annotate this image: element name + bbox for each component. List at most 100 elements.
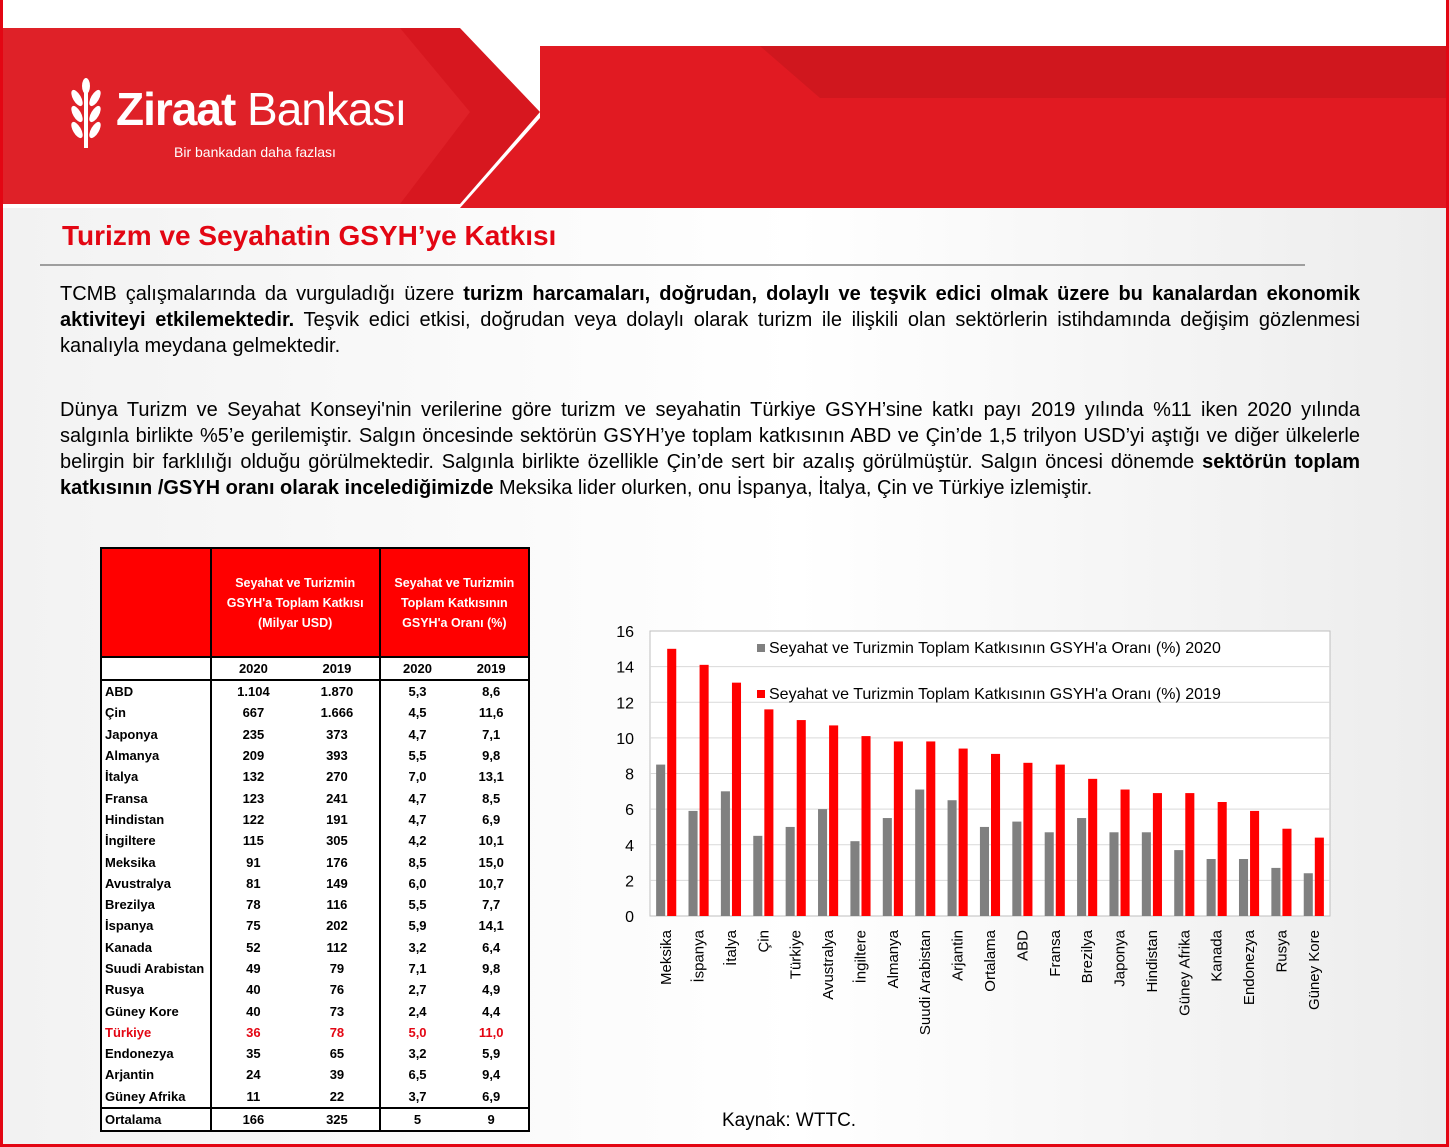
bar-2020 [1109, 832, 1119, 916]
x-tick-label: Meksika [658, 929, 675, 985]
table-cell: 81 [209, 872, 296, 894]
bar-2020 [882, 818, 892, 916]
paragraph-1-text-b: Teşvik edici etkisi, doğrudan veya dolay… [60, 309, 1360, 357]
table-cell: 191 [295, 808, 381, 831]
table-cell: 373 [295, 723, 381, 745]
table-cell: 7,1 [408, 961, 427, 976]
table-cell: 6,9 [454, 808, 530, 831]
table-cell: 8,6 [454, 680, 530, 703]
table-cell: 667 [209, 702, 296, 724]
table-row: Güney Kore 40 73 2,4 4,4 [100, 1000, 530, 1022]
table-cell: 5,9 [454, 1043, 530, 1065]
paragraph-1: TCMB çalışmalarında da vurguladığı üzere… [60, 281, 1360, 359]
table-row: Brezilya 78 116 5,5 7,7 [100, 893, 530, 916]
paragraph-1-text-a: TCMB çalışmalarında da vurguladığı üzere [60, 283, 464, 305]
table-cell: 5,3 [408, 684, 427, 700]
table-cell: 11,0 [454, 1021, 530, 1044]
y-tick-label: 4 [625, 838, 634, 855]
x-tick-label: İspanya [690, 929, 708, 982]
table-cell: 9,8 [454, 957, 530, 980]
y-tick-label: 0 [625, 909, 634, 926]
table-cell: 123 [209, 787, 296, 809]
table-cell-country: Brezilya [100, 893, 212, 916]
table-cell: 115 [209, 830, 296, 852]
title-divider [40, 264, 1305, 266]
table-cell-country: Rusya [100, 979, 212, 1001]
bar-2020 [1271, 867, 1281, 916]
table-cell: 49 [209, 957, 296, 980]
table-cell: 13,1 [454, 766, 530, 788]
table-cell: 39 [295, 1064, 381, 1086]
table-cell-country: Arjantin [100, 1064, 212, 1086]
table-cell: 6,5 [408, 1067, 427, 1083]
x-tick-label: Güney Kore [1306, 930, 1323, 1010]
table-row: Suudi Arabistan 49 79 7,1 9,8 [100, 957, 530, 980]
y-tick-label: 16 [616, 624, 634, 641]
table-row: Türkiye 36 78 5,0 11,0 [100, 1021, 530, 1044]
table-cell: 35 [209, 1043, 296, 1065]
table-row: İspanya 75 202 5,9 14,1 [100, 915, 530, 937]
bar-chart: 0 2 4 6 8 10 12 14 16 Meksika İspanya İtalya Çin Türk… [616, 624, 1331, 1035]
table-cell: 8,5 [454, 787, 530, 809]
x-tick-label: Almanya [885, 929, 902, 988]
bar-2019 [667, 648, 677, 916]
table-cell: 325 [295, 1106, 381, 1133]
table-row: Japonya 235 373 4,7 7,1 [100, 723, 530, 745]
table-cell: 4,2 [408, 833, 427, 849]
x-tick-label: Japonya [1112, 929, 1129, 986]
table-cell: 116 [295, 893, 381, 916]
y-tick-label: 10 [616, 731, 634, 748]
bar-2019 [1282, 828, 1292, 916]
table-cell-country: Çin [100, 702, 212, 724]
table-years-row: 2020 2019 2020 2019 [100, 657, 530, 681]
bar-2020 [818, 809, 828, 916]
table-cell: 4,5 [408, 705, 427, 721]
table-row: Avustralya 81 149 6,0 10,7 [100, 872, 530, 894]
table-cell: 3,2 [408, 1046, 427, 1062]
bar-2019 [764, 709, 774, 916]
bar-2019 [1185, 793, 1195, 916]
table-cell: 122 [209, 808, 296, 831]
table-cell: 4,4 [454, 1000, 530, 1022]
table-header-blank [100, 547, 212, 658]
table-cell: 202 [295, 915, 381, 937]
x-tick-label: Hindistan [1144, 930, 1161, 993]
table-cell: 73 [295, 1000, 381, 1022]
table-cell: 7,0 [408, 769, 427, 785]
bar-2019 [1217, 802, 1227, 916]
table-cell: 9 [454, 1106, 530, 1133]
bar-2020 [1238, 859, 1249, 916]
x-tick-label: İngiltere [851, 930, 869, 983]
table-cell: 176 [295, 851, 381, 873]
legend-label: Seyahat ve Turizmin Toplam Katkısının GS… [769, 686, 1221, 703]
table-cell: 4,9 [454, 979, 530, 1001]
bar-2020 [1077, 818, 1087, 916]
table-cell: 36 [209, 1021, 296, 1044]
y-tick-label: 14 [616, 660, 634, 677]
table-cell: 6,9 [454, 1085, 530, 1108]
bar-2020 [720, 791, 730, 916]
page-title: Turizm ve Seyahatin GSYH’ye Katkısı [62, 220, 557, 251]
table-cell: 132 [209, 766, 296, 788]
bar-2019 [699, 664, 709, 916]
table-cell: 112 [295, 936, 381, 958]
legend-swatch [757, 644, 765, 652]
table-cell-country: Fransa [100, 787, 212, 809]
bar-2019 [731, 682, 742, 916]
table-cell: 6,0 [408, 875, 427, 891]
table-cell-country: Kanada [100, 936, 212, 958]
table-row: Almanya 209 393 5,5 9,8 [100, 744, 530, 767]
table-cell: 270 [295, 766, 381, 788]
table-cell: 305 [295, 830, 381, 852]
table-cell-country: Güney Afrika [100, 1085, 212, 1108]
table-cell: 11,6 [454, 702, 530, 724]
x-tick-label: Türkiye [788, 930, 805, 979]
brand-name-bold: Ziraat [116, 83, 236, 135]
table-cell: 9,8 [454, 744, 530, 767]
table-cell-country: Güney Kore [100, 1000, 212, 1022]
x-tick-label: Güney Afrika [1176, 929, 1193, 1016]
table-cell: 52 [209, 936, 296, 958]
bar-2020 [947, 800, 957, 916]
table-row: İngiltere 115 305 4,2 10,1 [100, 830, 530, 852]
table-cell: 75 [209, 915, 296, 937]
